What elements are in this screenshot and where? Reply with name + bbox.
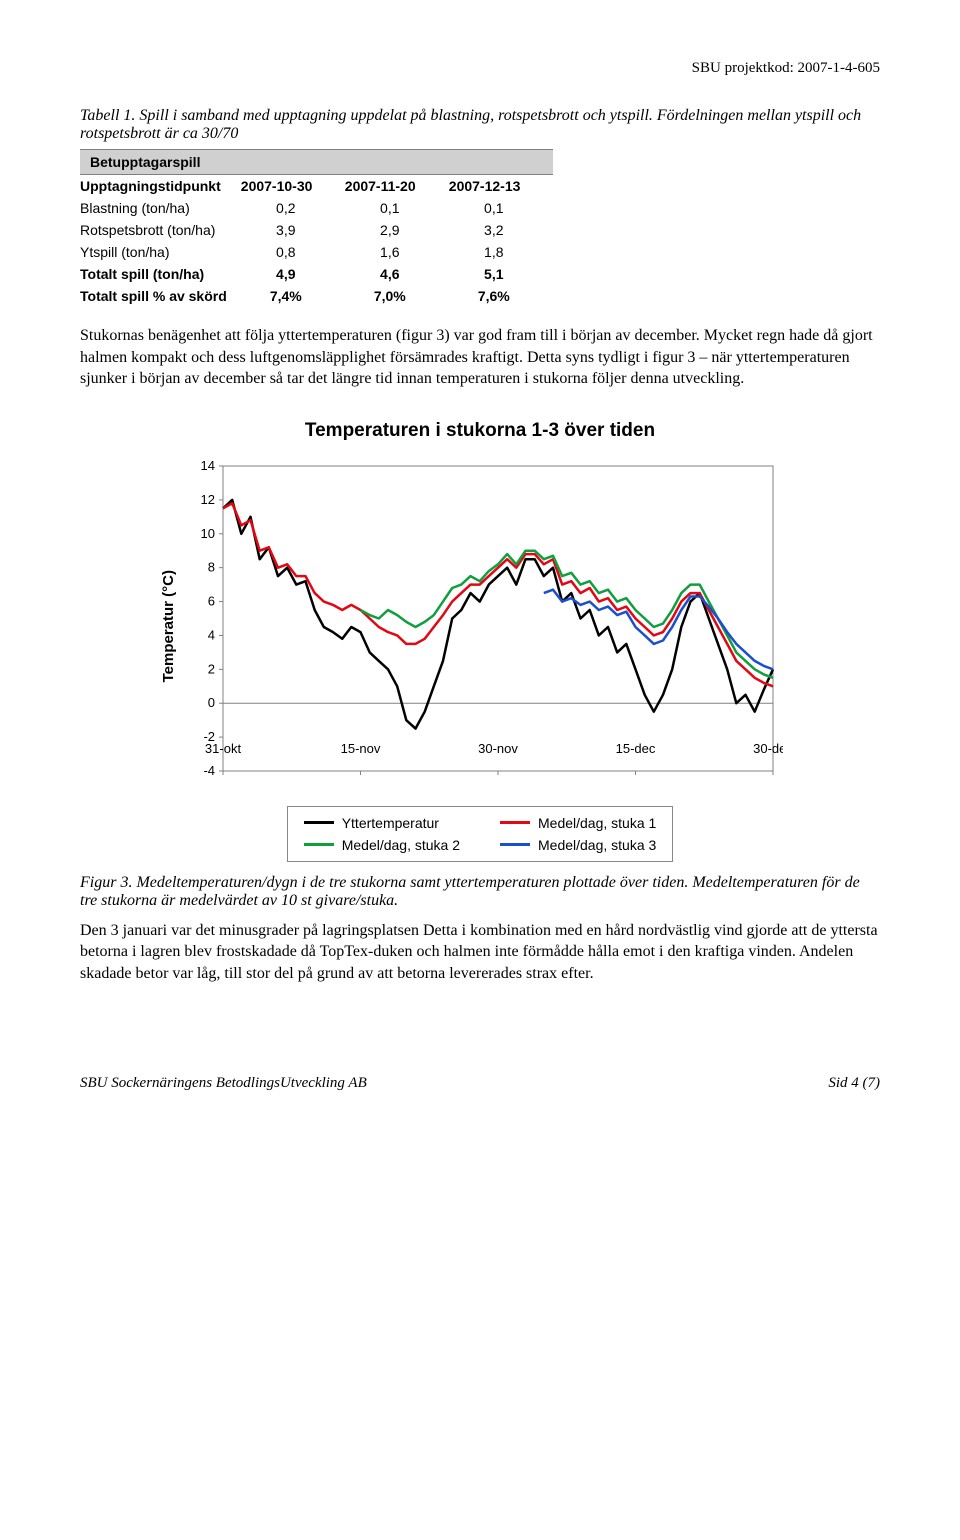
row-label: Blastning (ton/ha) [80, 197, 241, 219]
table-row: Blastning (ton/ha)0,20,10,1 [80, 197, 553, 219]
svg-text:10: 10 [201, 526, 215, 541]
row-label: Totalt spill % av skörd [80, 285, 241, 307]
legend-line-icon [304, 843, 334, 846]
cell: 2,9 [345, 219, 449, 241]
svg-text:0: 0 [208, 695, 215, 710]
legend-line-icon [500, 821, 530, 824]
row-label: Rotspetsbrott (ton/ha) [80, 219, 241, 241]
cell: 1,6 [345, 241, 449, 263]
legend-item: Medel/dag, stuka 2 [304, 837, 460, 853]
data-table: Betupptagarspill Upptagningstidpunkt 200… [80, 149, 553, 307]
col-header: 2007-12-13 [449, 175, 553, 198]
col-header: 2007-11-20 [345, 175, 449, 198]
table-row: Ytspill (ton/ha)0,81,61,8 [80, 241, 553, 263]
legend-label: Medel/dag, stuka 2 [342, 837, 460, 853]
footer-right: Sid 4 (7) [828, 1075, 880, 1092]
svg-text:2: 2 [208, 661, 215, 676]
paragraph-1: Stukornas benägenhet att följa yttertemp… [80, 325, 880, 390]
cell: 0,1 [345, 197, 449, 219]
table-row: Totalt spill (ton/ha)4,94,65,1 [80, 263, 553, 285]
svg-text:31-okt: 31-okt [205, 741, 242, 756]
table-caption: Tabell 1. Spill i samband med upptagning… [80, 107, 880, 143]
cell: 4,6 [345, 263, 449, 285]
cell: 7,0% [345, 285, 449, 307]
cell: 1,8 [449, 241, 553, 263]
cell: 7,6% [449, 285, 553, 307]
row-label: Totalt spill (ton/ha) [80, 263, 241, 285]
svg-text:15-nov: 15-nov [341, 741, 381, 756]
legend-item: Yttertemperatur [304, 815, 460, 831]
project-code: SBU projektkod: 2007-1-4-605 [80, 60, 880, 77]
footer-left: SBU Sockernäringens BetodlingsUtveckling… [80, 1075, 367, 1092]
cell: 0,8 [241, 241, 345, 263]
chart-svg: -4-20246810121431-okt15-nov30-nov15-dec3… [183, 456, 783, 796]
legend-item: Medel/dag, stuka 1 [500, 815, 656, 831]
table-header-row: Upptagningstidpunkt 2007-10-30 2007-11-2… [80, 175, 553, 198]
cell: 0,2 [241, 197, 345, 219]
cell: 5,1 [449, 263, 553, 285]
row-label: Ytspill (ton/ha) [80, 241, 241, 263]
svg-text:30-nov: 30-nov [478, 741, 518, 756]
chart-ylabel: Temperatur (°C) [160, 570, 177, 682]
cell: 3,9 [241, 219, 345, 241]
svg-text:8: 8 [208, 559, 215, 574]
legend-label: Medel/dag, stuka 3 [538, 837, 656, 853]
table-section-header: Betupptagarspill [80, 150, 553, 175]
legend-line-icon [304, 821, 334, 824]
svg-text:6: 6 [208, 593, 215, 608]
svg-text:30-dec: 30-dec [753, 741, 783, 756]
legend-item: Medel/dag, stuka 3 [500, 837, 656, 853]
cell: 4,9 [241, 263, 345, 285]
col-header: Upptagningstidpunkt [80, 175, 241, 198]
paragraph-2: Den 3 januari var det minusgrader på lag… [80, 920, 880, 985]
table-row: Totalt spill % av skörd7,4%7,0%7,6% [80, 285, 553, 307]
figure-caption: Figur 3. Medeltemperaturen/dygn i de tre… [80, 874, 880, 910]
table-row: Rotspetsbrott (ton/ha)3,92,93,2 [80, 219, 553, 241]
svg-text:-4: -4 [203, 763, 215, 778]
cell: 7,4% [241, 285, 345, 307]
legend-label: Medel/dag, stuka 1 [538, 815, 656, 831]
chart-legend: Yttertemperatur Medel/dag, stuka 1 Medel/d… [287, 806, 674, 862]
svg-text:4: 4 [208, 627, 215, 642]
svg-text:14: 14 [201, 458, 215, 473]
page-footer: SBU Sockernäringens BetodlingsUtveckling… [80, 1075, 880, 1092]
cell: 0,1 [449, 197, 553, 219]
cell: 3,2 [449, 219, 553, 241]
temperature-chart: Temperaturen i stukorna 1-3 över tiden T… [160, 420, 800, 862]
svg-text:12: 12 [201, 492, 215, 507]
legend-label: Yttertemperatur [342, 815, 439, 831]
chart-title: Temperaturen i stukorna 1-3 över tiden [160, 420, 800, 442]
legend-line-icon [500, 843, 530, 846]
col-header: 2007-10-30 [241, 175, 345, 198]
svg-text:15-dec: 15-dec [616, 741, 656, 756]
